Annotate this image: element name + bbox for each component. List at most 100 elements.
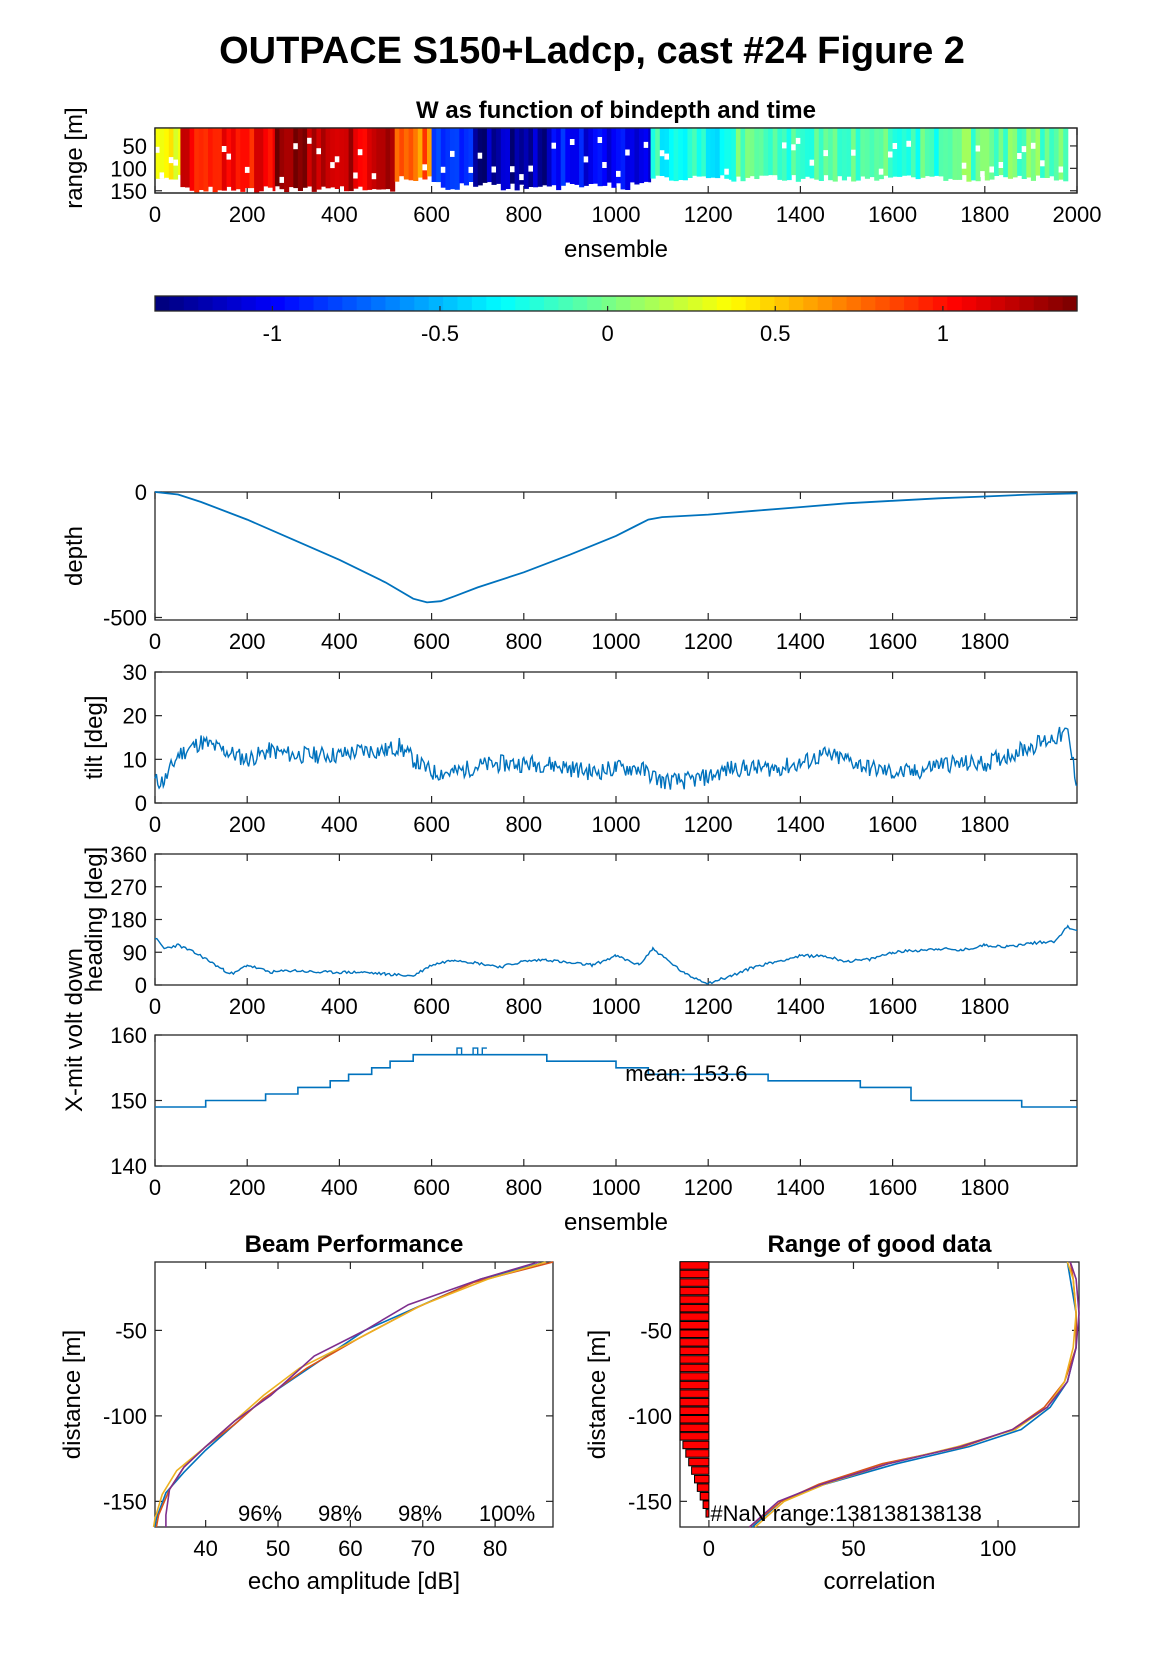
colorbar-swatch — [212, 296, 228, 311]
w-image-cell — [611, 128, 617, 188]
w-image-cell — [1003, 128, 1009, 178]
colorbar-swatch — [702, 296, 718, 311]
w-image-cell — [814, 128, 820, 180]
tilt-ytick-label: 10 — [123, 747, 147, 772]
beam_performance-ytick-label: -150 — [103, 1489, 147, 1514]
w-image-cell — [249, 128, 255, 189]
tilt-xtick-label: 1800 — [960, 812, 1009, 837]
w-image-cell — [943, 128, 949, 181]
plots-root: 0 200 400 600 800 1000 1200 1400 1600 1800 2000501… — [59, 97, 1101, 1595]
w-image-gap — [178, 174, 181, 181]
w-image-cell — [560, 128, 566, 186]
colorbar-swatch — [558, 296, 574, 311]
heading-ytick-label: 90 — [123, 940, 147, 965]
w-image-cell — [217, 128, 223, 191]
colorbar-swatch — [241, 296, 257, 311]
depth-ylabel: depth — [61, 526, 88, 586]
w-image-cell — [620, 128, 626, 190]
colorbar-swatch — [832, 296, 848, 311]
w-image-cell — [1040, 128, 1046, 178]
w-image-cell — [828, 128, 834, 181]
beam_performance-xtick-label: 40 — [193, 1536, 217, 1561]
good-data-bin-bar — [688, 1457, 710, 1467]
colorbar-swatch — [745, 296, 761, 311]
w-image-cell — [267, 128, 273, 188]
heading-axes-frame — [154, 853, 1078, 986]
w-image-gap — [878, 168, 884, 175]
voltage-xtick-label: 1800 — [960, 1175, 1009, 1200]
w-image-cell — [588, 128, 594, 184]
w-image-cell — [565, 128, 571, 183]
w-image-cell — [832, 128, 838, 182]
w-image-gap — [334, 156, 340, 163]
w-image-cell — [1044, 128, 1050, 178]
good_data-xtick-label: 50 — [841, 1536, 865, 1561]
w-image-cell — [321, 128, 327, 187]
w-image-cell — [168, 128, 174, 180]
depth-xtick-label: 800 — [505, 629, 542, 654]
colorbar-swatch — [630, 296, 646, 311]
w-image-cell — [791, 128, 797, 176]
heading-xtick-label: 200 — [229, 994, 266, 1019]
w-image-cell — [795, 128, 801, 182]
w-image-cell — [710, 128, 716, 178]
w-image-cell — [606, 128, 612, 183]
w-image-gap — [1021, 146, 1027, 153]
w-image-cell — [625, 128, 631, 190]
w-image-gap — [851, 149, 856, 156]
figure-title: OUTPACE S150+Ladcp, cast #24 Figure 2 — [219, 30, 965, 72]
w-image-cell — [450, 128, 456, 190]
w-image-gap — [399, 176, 404, 183]
w-image-gap — [528, 165, 533, 172]
good_data-ylabel: distance [m] — [584, 1330, 611, 1459]
colorbar-tick-label: 1 — [937, 321, 949, 346]
w-image-cell — [235, 128, 241, 190]
good_data-axes-frame — [679, 1261, 1080, 1528]
heading-xtick-label: 1800 — [960, 994, 1009, 1019]
w-image-cell — [185, 128, 191, 188]
w-image-cell — [263, 128, 269, 187]
colorbar-swatch — [169, 296, 185, 311]
w-image-cell — [749, 128, 755, 177]
w-image-cell — [692, 128, 698, 176]
w-image-gap — [782, 142, 787, 149]
beam_performance-axes-frame — [154, 1261, 554, 1528]
w-image-cell — [809, 128, 815, 179]
w-image-cell — [878, 128, 884, 180]
w_image-axes-frame-overlay — [154, 127, 1078, 194]
good_data-xlabel: correlation — [823, 1568, 935, 1595]
colorbar-swatch — [616, 296, 631, 311]
heading-ytick-label: 360 — [110, 842, 147, 867]
depth-xtick-label: 600 — [413, 629, 450, 654]
heading-xtick-label: 600 — [413, 994, 450, 1019]
beam-series-line — [152, 1261, 547, 1528]
good-data-bin-bar — [679, 1261, 710, 1270]
heading-ytick-label: 180 — [110, 908, 147, 933]
w_image-xtick-label: 0 — [149, 202, 161, 227]
colorbar-swatch — [774, 296, 790, 311]
good-data-bin-bar — [696, 1483, 710, 1492]
w-image-cell — [855, 128, 861, 181]
w-image-cell — [740, 128, 746, 182]
w-image-cell — [989, 128, 995, 180]
w-image-cell — [1049, 128, 1055, 177]
good-data-bin-bar — [679, 1363, 710, 1373]
w-image-gap — [422, 164, 427, 171]
colorbar-swatch — [486, 296, 502, 311]
depth-xtick-label: 1200 — [684, 629, 733, 654]
good-data-bin-bar — [679, 1321, 710, 1330]
good-data-bin-bar — [679, 1278, 710, 1287]
w_image-xtick-label: 1800 — [960, 202, 1009, 227]
beam-annotation: 100% — [479, 1501, 535, 1526]
w-image-gap — [371, 173, 377, 180]
w-image-cell — [417, 128, 423, 178]
w-image-cell — [782, 128, 788, 181]
colorbar-swatch — [471, 296, 487, 311]
w-image-gap — [643, 141, 649, 148]
good_data-xtick-label: 100 — [980, 1536, 1017, 1561]
w-image-cell — [687, 128, 693, 178]
colorbar-tick-label: 0.5 — [760, 321, 791, 346]
w-image-cell — [768, 128, 774, 176]
w-image-cell — [701, 128, 707, 177]
w_image-ytick-label: 50 — [123, 134, 147, 159]
